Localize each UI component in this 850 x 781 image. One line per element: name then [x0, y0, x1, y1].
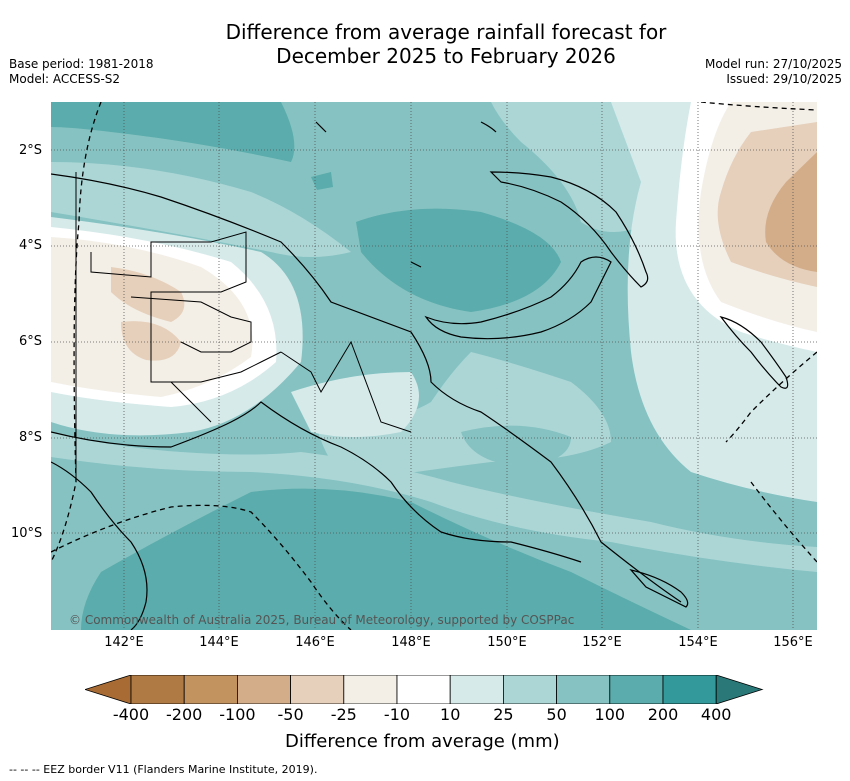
- colorbar-tick-label: -10: [383, 705, 411, 724]
- graticule: [51, 102, 817, 630]
- contour-band-dry-west-2: [111, 267, 185, 322]
- model-name: Model: ACCESS-S2: [9, 72, 121, 86]
- lon-label-144e: 144°E: [199, 635, 239, 650]
- colorbar-segment-6: [396, 675, 451, 704]
- contour-patch-small: [311, 172, 333, 190]
- lon-label-142e: 142°E: [104, 635, 144, 650]
- colorbar-segment-10: [609, 675, 664, 704]
- lat-label-10s: 10°S: [11, 526, 43, 541]
- title-line-1: Difference from average rainfall forecas…: [225, 20, 667, 44]
- lat-label-2s: 2°S: [19, 143, 43, 158]
- louisiade-islands: [629, 568, 689, 608]
- colorbar-segment-4: [290, 675, 345, 704]
- contour-band-25-50-west: [51, 162, 351, 257]
- contour-blob-central: [356, 208, 561, 312]
- chart-title: Difference from average rainfall forecas…: [0, 20, 850, 68]
- colorbar-tick-label: -400: [112, 705, 150, 724]
- colorbar-segment-8: [502, 675, 557, 704]
- meta-left: Base period: 1981-2018 Model: ACCESS-S2: [9, 57, 154, 87]
- colorbar-tick-label: -100: [219, 705, 256, 724]
- eez-north-east: [700, 102, 817, 111]
- colorbar-extend-low: [85, 675, 132, 704]
- colorbar-tick-label: -25: [330, 705, 357, 724]
- contour-band-100-200-north: [51, 102, 295, 162]
- copyright-notice: © Commonwealth of Australia 2025, Bureau…: [69, 613, 575, 627]
- new-britain-island: [424, 256, 612, 340]
- eez-borders: [51, 102, 817, 630]
- contour-band-100-200-south: [81, 488, 691, 630]
- lon-label-146e: 146°E: [295, 635, 335, 650]
- colorbar-tick-label: -50: [277, 705, 304, 724]
- colorbar-tick-label: 50: [546, 705, 567, 724]
- lat-label-6s: 6°S: [19, 334, 43, 349]
- colorbar-extend-high: [715, 675, 764, 704]
- small-islands: [315, 121, 497, 268]
- meta-right: Model run: 27/10/2025 Issued: 29/10/2025: [705, 57, 842, 87]
- contour-band-dry-west-1: [51, 237, 253, 397]
- colorbar-segment-2: [183, 675, 238, 704]
- colorbar-tick-label: 400: [700, 705, 732, 724]
- lon-label-156e: 156°E: [773, 635, 813, 650]
- base-period: Base period: 1981-2018: [9, 57, 154, 71]
- png-south-coast: [51, 401, 582, 563]
- eez-legend: -- -- -- EEZ border V11 (Flanders Marine…: [9, 763, 318, 776]
- lon-label-148e: 148°E: [391, 635, 431, 650]
- colorbar-tick-label: 200: [647, 705, 679, 724]
- contour-band-dry-east-3: [765, 152, 817, 272]
- province-borders: [75, 172, 412, 482]
- colorbar-segment-7: [449, 675, 504, 704]
- colorbar-segment-11: [662, 675, 717, 704]
- map-canvas: [51, 102, 817, 630]
- colorbar-title: Difference from average (mm): [285, 731, 560, 752]
- colorbar-segment-9: [556, 675, 611, 704]
- colorbar-segment-5: [343, 675, 398, 704]
- lon-label-154e: 154°E: [678, 635, 718, 650]
- lat-label-8s: 8°S: [19, 430, 43, 445]
- australia-coast: [51, 461, 148, 630]
- colorbar: [85, 675, 764, 704]
- eez-west: [51, 102, 102, 563]
- bougainville-island: [719, 316, 789, 389]
- colorbar-tick-label: 25: [493, 705, 514, 724]
- lon-label-152e: 152°E: [582, 635, 622, 650]
- png-north-coast: [51, 173, 682, 603]
- eez-south: [51, 504, 352, 630]
- coastlines: [51, 121, 789, 630]
- title-line-2: December 2025 to February 2026: [276, 44, 616, 68]
- colorbar-tick-label: 100: [594, 705, 626, 724]
- colorbar-segment-1: [130, 675, 185, 704]
- colorbar-segment-3: [236, 675, 291, 704]
- colorbar-tick-label: 10: [440, 705, 461, 724]
- eez-south-east: [750, 481, 817, 563]
- issued-date: Issued: 29/10/2025: [726, 72, 842, 86]
- model-run: Model run: 27/10/2025: [704, 57, 842, 71]
- lat-label-4s: 4°S: [19, 238, 43, 253]
- colorbar-tick-label: -200: [166, 705, 203, 724]
- lon-label-150e: 150°E: [487, 635, 527, 650]
- eez-east: [725, 351, 817, 443]
- new-ireland-island: [489, 171, 649, 288]
- rainfall-map[interactable]: © Commonwealth of Australia 2025, Bureau…: [51, 102, 817, 630]
